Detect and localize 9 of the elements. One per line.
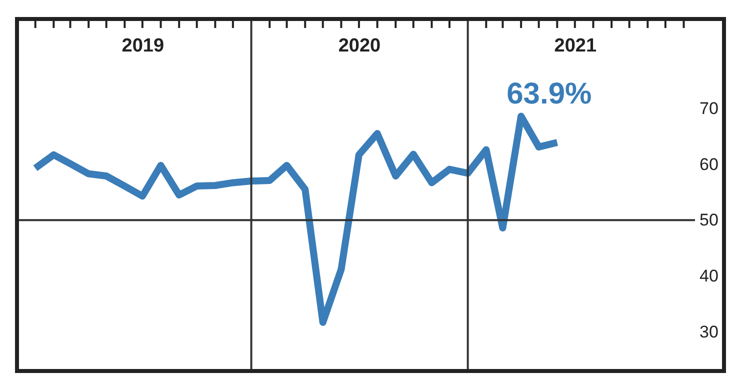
x-tick-label: 2019 [122,36,164,56]
y-tick-label: 30 [700,322,718,342]
y-tick-label: 60 [700,154,718,174]
y-tick-label: 50 [700,210,718,230]
x-tick-label: 2021 [554,36,597,56]
y-tick-label: 40 [700,266,718,286]
annotation: 63.9% [506,77,592,110]
x-tick-label: 2020 [338,36,381,56]
y-tick-label: 70 [700,98,718,118]
